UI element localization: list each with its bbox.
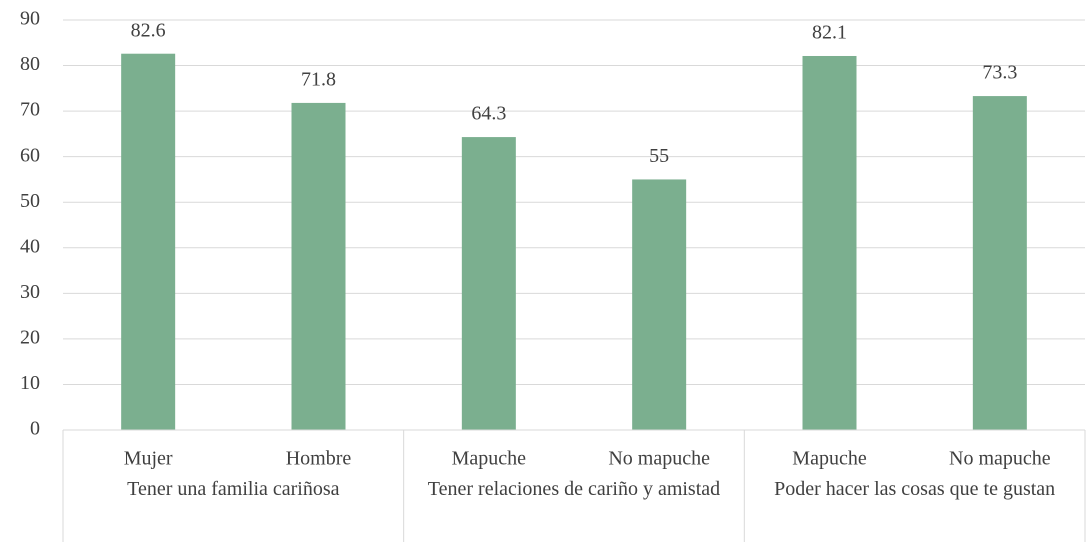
bar (121, 53, 176, 430)
data-label: 71.8 (301, 69, 336, 91)
bar (461, 137, 516, 431)
y-tick-label: 50 (20, 190, 40, 212)
y-tick-label: 60 (20, 144, 40, 166)
x-tick-label: Mujer (124, 448, 173, 470)
group-label-box: Tener una familia cariñosa (127, 478, 340, 500)
bar (291, 102, 346, 431)
group-label: Poder hacer las cosas que te gustan (774, 478, 1056, 500)
group-label-box: Tener relaciones de cariño y amistad (427, 478, 721, 500)
y-tick-label: 80 (20, 53, 40, 75)
data-label: 73.3 (982, 62, 1017, 84)
y-tick-label: 20 (20, 326, 40, 348)
group-label-box: Poder hacer las cosas que te gustan (774, 478, 1056, 500)
y-tick-label: 90 (20, 8, 40, 30)
group-label: Tener relaciones de cariño y amistad (427, 478, 721, 500)
y-tick-label: 40 (20, 235, 40, 257)
x-tick-label: Mapuche (792, 448, 867, 470)
bar (632, 179, 687, 430)
data-label: 64.3 (471, 103, 506, 125)
data-label: 82.6 (131, 19, 166, 41)
x-tick-label: Hombre (286, 448, 352, 470)
group-label: Tener una familia cariñosa (127, 478, 340, 500)
bar (972, 96, 1027, 431)
y-tick-label: 70 (20, 99, 40, 121)
data-label: 82.1 (812, 22, 847, 44)
x-tick-label: No mapuche (949, 448, 1051, 470)
x-tick-label: No mapuche (608, 448, 710, 470)
data-label: 55 (649, 145, 669, 167)
y-tick-label: 0 (30, 418, 40, 440)
y-tick-label: 30 (20, 281, 40, 303)
y-tick-label: 10 (20, 372, 40, 394)
bar (802, 55, 857, 430)
x-tick-label: Mapuche (452, 448, 527, 470)
